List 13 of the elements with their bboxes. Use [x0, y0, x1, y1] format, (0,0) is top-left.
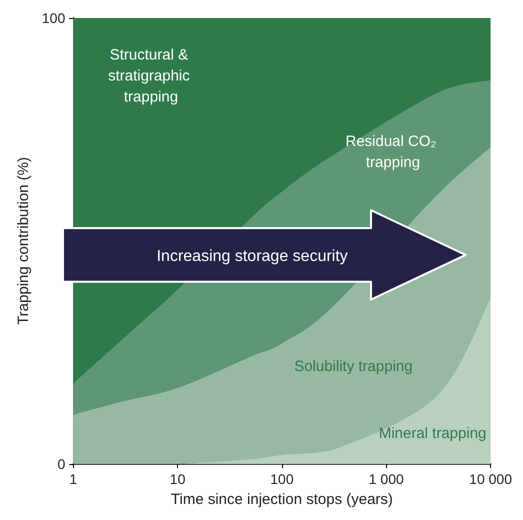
y-tick-label: 0	[57, 456, 66, 472]
annotation: Increasing storage security	[156, 248, 348, 265]
series-label: Mineral trapping	[378, 425, 486, 442]
x-tick-label: 1 000	[368, 471, 404, 487]
series-label: Structural & stratigraphic trapping	[108, 46, 194, 106]
series-label: Residual CO₂ trapping	[345, 133, 441, 172]
x-tick-label: 10 000	[469, 471, 512, 487]
x-tick-label: 1	[69, 471, 78, 487]
x-tick-label: 10	[170, 471, 186, 487]
series-label: Solubility trapping	[294, 358, 413, 376]
x-tick-label: 100	[270, 471, 294, 487]
x-axis-title: Time since injection stops (years)	[170, 491, 393, 508]
y-axis-title: Trapping contribution (%)	[15, 157, 32, 325]
